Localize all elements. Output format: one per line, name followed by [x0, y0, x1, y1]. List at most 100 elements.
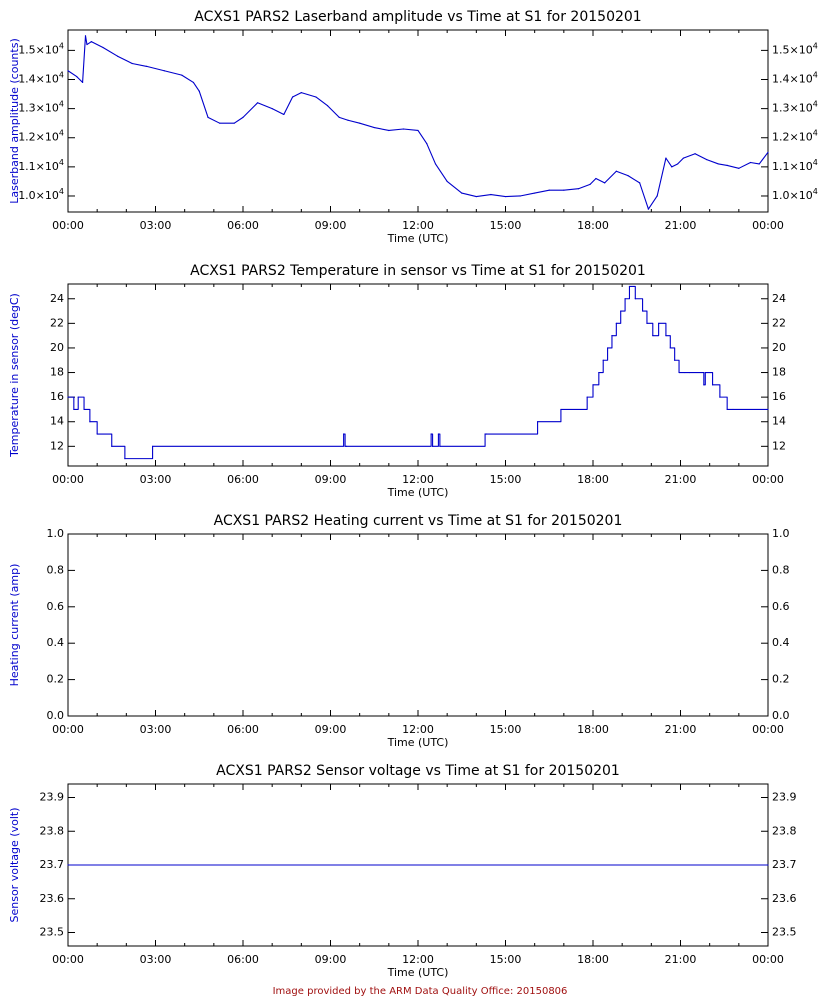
data-point [431, 445, 434, 447]
y-tick-label: 0.0 [47, 709, 65, 722]
data-point [615, 170, 617, 172]
x-axis-label: Time (UTC) [387, 736, 449, 749]
chart-panel-3: ACXS1 PARS2 Heating current vs Time at S… [8, 513, 790, 749]
y-tick-label: 1.0×104 [18, 186, 64, 202]
x-tick-label: 03:00 [140, 723, 172, 736]
data-point [611, 335, 613, 337]
data-point [83, 408, 85, 411]
y-tick-label-right: 23.8 [772, 824, 797, 837]
data-point [595, 177, 597, 180]
x-axis-label: Time (UTC) [387, 966, 449, 979]
data-point [646, 322, 648, 324]
y-tick-label: 23.5 [40, 926, 65, 939]
data-point [102, 46, 104, 49]
y-tick-label: 1.4×104 [18, 70, 64, 86]
data-point [665, 335, 667, 337]
data-point [749, 161, 752, 164]
data-point [181, 74, 183, 76]
y-tick-label: 23.7 [40, 858, 65, 871]
x-axis-label: Time (UTC) [387, 486, 449, 499]
data-point [283, 113, 285, 116]
data-point [81, 81, 84, 84]
y-tick-label: 22 [50, 316, 64, 329]
data-point [484, 433, 486, 435]
data-point [717, 163, 720, 165]
data-point [606, 347, 609, 349]
data-point [656, 195, 658, 197]
data-point [67, 396, 69, 398]
series-line [67, 35, 769, 210]
data-point [704, 371, 706, 374]
data-point [682, 157, 685, 159]
y-tick-label-right: 1.0×104 [772, 186, 818, 202]
y-tick-label-right: 24 [772, 292, 786, 305]
data-point [300, 92, 302, 94]
data-point [678, 371, 680, 374]
y-tick-label-right: 0.2 [772, 673, 790, 686]
data-point [242, 116, 244, 118]
data-point [77, 396, 79, 398]
y-tick-label: 1.1×104 [18, 157, 64, 173]
x-tick-label: 15:00 [490, 723, 522, 736]
x-tick-label: 12:00 [402, 723, 434, 736]
x-tick-label: 21:00 [665, 473, 697, 486]
y-tick-label-right: 1.0 [772, 527, 790, 540]
data-point [338, 116, 340, 118]
y-tick-label: 1.0 [47, 527, 65, 540]
x-tick-label: 06:00 [227, 953, 259, 966]
y-tick-label-right: 1.5×104 [772, 41, 818, 57]
data-point [548, 189, 550, 191]
y-tick-label: 23.6 [40, 892, 65, 905]
y-tick-label-right: 0.0 [772, 709, 790, 722]
chart-panel-2: ACXS1 PARS2 Temperature in sensor vs Tim… [8, 263, 786, 499]
data-point [598, 371, 600, 374]
data-point [426, 142, 428, 145]
data-point [151, 445, 154, 447]
data-point [315, 96, 317, 98]
data-point [639, 182, 641, 184]
x-tick-label: 00:00 [52, 473, 84, 486]
data-point [291, 96, 294, 98]
data-point [233, 122, 235, 124]
data-point [652, 335, 654, 337]
x-tick-label: 00:00 [752, 473, 784, 486]
x-tick-label: 12:00 [402, 473, 434, 486]
data-point [726, 164, 728, 167]
data-point [490, 193, 492, 196]
y-tick-label: 12 [50, 439, 64, 452]
data-point [434, 163, 437, 165]
data-point [732, 408, 734, 411]
y-tick-label-right: 14 [772, 415, 786, 428]
y-tick-label: 0.8 [47, 563, 65, 576]
data-point [620, 310, 622, 312]
data-point [90, 41, 92, 43]
y-tick-label-right: 1.4×104 [772, 70, 818, 86]
y-tick-label: 24 [50, 292, 64, 305]
data-point [634, 298, 636, 300]
x-tick-label: 03:00 [140, 473, 172, 486]
data-point [592, 384, 594, 386]
data-point [373, 126, 375, 129]
x-tick-label: 09:00 [315, 953, 347, 966]
y-tick-label: 0.4 [47, 636, 65, 649]
data-point [536, 421, 539, 423]
data-point [694, 153, 696, 155]
x-tick-label: 06:00 [227, 219, 259, 232]
data-point [604, 182, 606, 184]
y-tick-label-right: 23.7 [772, 858, 797, 871]
y-tick-label: 23.9 [40, 791, 65, 804]
data-point [615, 322, 617, 324]
data-point [602, 359, 604, 361]
data-point [76, 75, 78, 78]
data-point [446, 180, 448, 183]
y-tick-label-right: 1.1×104 [772, 157, 818, 173]
y-tick-label-right: 18 [772, 366, 786, 379]
data-point [146, 65, 148, 67]
x-tick-label: 15:00 [490, 219, 522, 232]
x-tick-label: 21:00 [665, 219, 697, 232]
data-point [388, 129, 390, 132]
y-tick-label: 1.3×104 [18, 99, 64, 115]
data-point [439, 445, 441, 447]
data-point [475, 195, 477, 198]
y-axis-label: Temperature in sensor (degC) [8, 293, 21, 458]
